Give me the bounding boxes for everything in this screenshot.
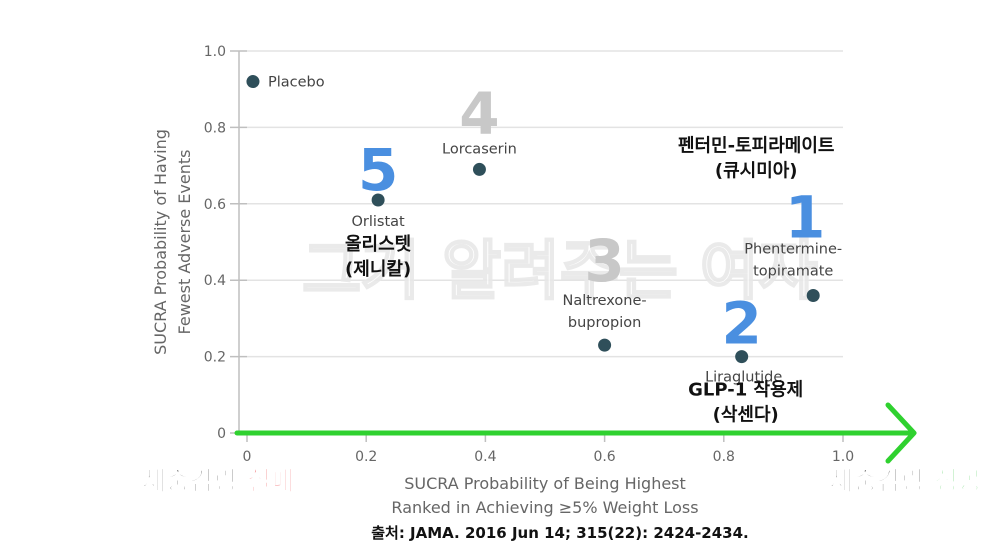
corner-captions: 체중감량 실패 체중감량 성공 xyxy=(142,467,983,498)
y-tick-label: 0.8 xyxy=(204,120,226,136)
point-label: Orlistat xyxy=(351,214,405,230)
data-point xyxy=(735,350,749,364)
point-label: topiramate xyxy=(753,263,833,279)
x-tick-label: 0.2 xyxy=(355,449,377,465)
axis-titles: SUCRA Probability of Being Highest Ranked… xyxy=(151,129,699,517)
caption-weight-loss-success-emphasis: 성공 xyxy=(934,467,982,497)
axes xyxy=(230,50,917,464)
caption-weight-loss-failure: 체중감량 실패 xyxy=(142,467,295,497)
rank-number: 4 xyxy=(459,79,499,147)
point-label: Phentermine- xyxy=(744,241,842,257)
watermark-text: 그거 알려주는 여자 xyxy=(302,235,818,309)
rank-number: 2 xyxy=(722,290,762,358)
caption-weight-loss-failure-emphasis: 실패 xyxy=(247,467,295,497)
y-tick-label: 0.4 xyxy=(204,273,226,289)
y-tick-label: 0 xyxy=(217,426,226,442)
y-tick-label: 1.0 xyxy=(204,44,226,60)
point-label: bupropion xyxy=(568,315,641,331)
point-label: Naltrexone- xyxy=(563,293,647,309)
x-tick-label: 1.0 xyxy=(832,449,854,465)
korean-drug-label: (큐시미아) xyxy=(715,160,798,181)
data-point xyxy=(598,338,612,352)
rank-number: 5 xyxy=(358,136,398,204)
data-point xyxy=(371,193,385,207)
x-axis-title-line-2: Ranked in Achieving ≥5% Weight Loss xyxy=(391,498,698,517)
caption-weight-loss-success: 체중감량 성공 xyxy=(829,467,982,497)
y-axis-title-line-2: Fewest Adverse Events xyxy=(175,150,194,335)
korean-drug-label: (제니칼) xyxy=(345,259,411,280)
rank-number: 3 xyxy=(584,227,624,295)
korean-drug-label: 펜터민-토피라메이트 xyxy=(678,135,835,156)
source-citation: 출처: JAMA. 2016 Jun 14; 315(22): 2424-243… xyxy=(371,524,749,542)
rank-number: 1 xyxy=(785,183,825,251)
x-tick-label: 0.6 xyxy=(593,449,615,465)
y-tick-label: 0.2 xyxy=(204,350,226,366)
watermark: 그거 알려주는 여자 xyxy=(301,234,819,310)
y-axis-title-line-1: SUCRA Probability of Having xyxy=(151,129,170,355)
point-label: Placebo xyxy=(268,75,325,91)
korean-drug-label: 올리스텟 xyxy=(345,234,411,255)
tick-labels: 0 0.2 0.4 0.6 0.8 1.0 0 0.2 0.4 0.6 0.8 1.0 xyxy=(204,44,854,465)
data-point xyxy=(246,75,260,89)
x-tick-label: 0 xyxy=(243,449,252,465)
point-label: Liraglutide xyxy=(705,370,782,386)
data-point xyxy=(472,162,486,176)
x-tick-label: 0.4 xyxy=(474,449,496,465)
x-axis-title-line-1: SUCRA Probability of Being Highest xyxy=(404,474,686,493)
point-label: Lorcaserin xyxy=(442,141,517,157)
korean-drug-label: GLP-1 작용제 xyxy=(688,380,803,401)
x-tick-label: 0.8 xyxy=(713,449,735,465)
x-axis-arrowhead xyxy=(885,402,917,464)
caption-weight-loss-success-prefix: 체중감량 xyxy=(829,467,934,497)
korean-drug-label: (삭센다) xyxy=(713,405,779,426)
y-tick-label: 0.6 xyxy=(204,197,226,213)
caption-weight-loss-failure-prefix: 체중감량 xyxy=(142,467,247,497)
data-point xyxy=(806,288,820,302)
